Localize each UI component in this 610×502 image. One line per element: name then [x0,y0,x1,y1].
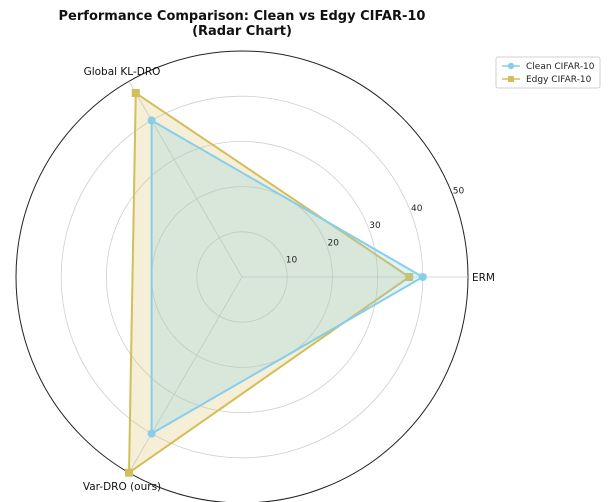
data-point-clean [147,116,156,125]
series-polygon-clean [150,119,424,435]
radial-tick-label: 10 [286,256,298,266]
radial-tick-label: 30 [369,221,381,231]
axis-spoke [128,81,243,278]
axis-label: Global KL-DRO [84,66,161,78]
axis-label: ERM [472,272,495,284]
legend-marker-edgy [508,76,514,82]
chart-title-line-2: (Radar Chart) [192,24,292,39]
data-point-clean [418,273,427,281]
legend-marker-clean [507,62,515,70]
legend-label-clean: Clean CIFAR-10 [526,62,595,72]
legend: Clean CIFAR-10 Edgy CIFAR-10 [495,56,601,89]
radar-series [125,89,427,477]
data-point-edgy [405,273,414,281]
radial-tick-label: 20 [328,238,340,248]
series-polygon-edgy [128,92,411,474]
axis-spoke [128,276,243,473]
legend-item-edgy: Edgy CIFAR-10 [502,75,592,85]
legend-frame [495,56,601,89]
radial-tick-label: 50 [453,187,465,197]
chart-title-line-1: Performance Comparison: Clean vs Edgy CI… [59,9,426,24]
data-point-edgy [131,89,140,98]
legend-item-clean: Clean CIFAR-10 [502,62,595,72]
data-point-edgy [125,468,133,477]
radial-tick-label: 40 [411,204,423,214]
data-point-clean [147,429,156,438]
axis-label: Var-DRO (ours) [83,481,161,493]
radar-labels: 10 20 30 40 50 ERM Global KL-DRO Var-DRO (ours) [83,66,495,493]
legend-label-edgy: Edgy CIFAR-10 [526,75,592,85]
